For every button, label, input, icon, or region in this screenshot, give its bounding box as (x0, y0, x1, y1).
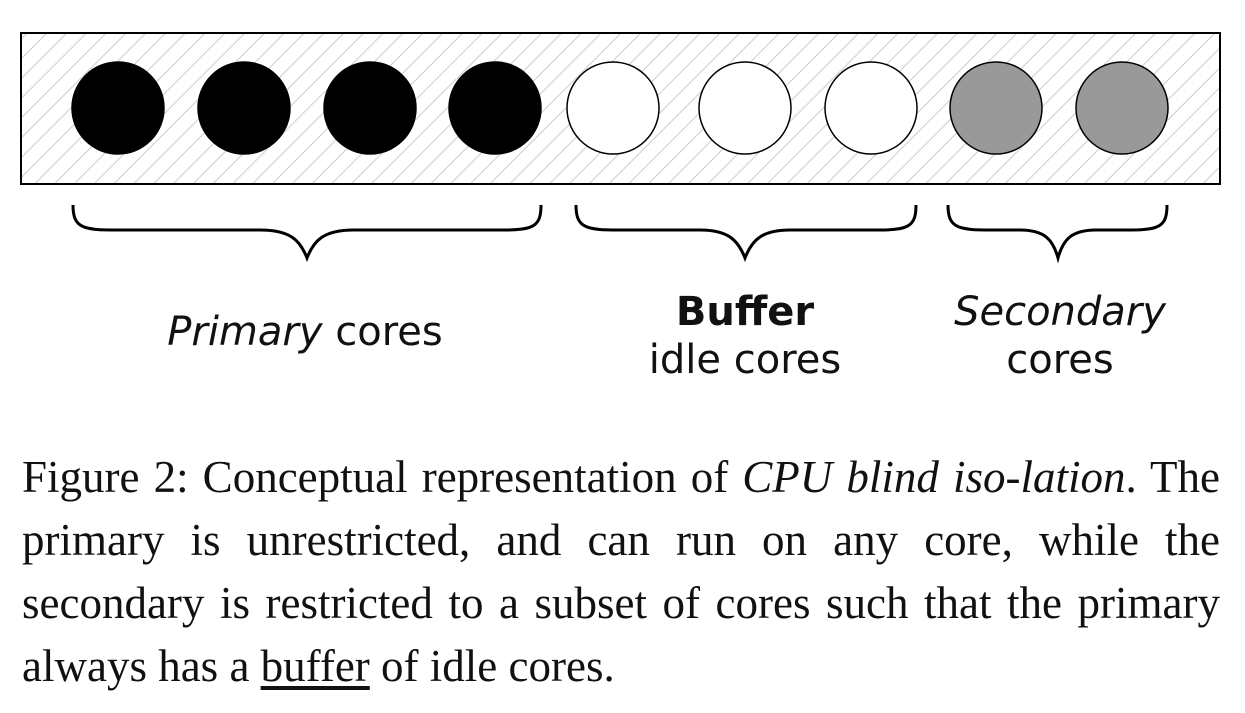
cpu-isolation-diagram (20, 32, 1221, 264)
primary-brace (71, 204, 543, 263)
primary-rest: cores (322, 309, 443, 355)
primary-core-1 (71, 61, 165, 155)
caption-prefix: Figure 2: Conceptual representation of (22, 452, 743, 502)
buffer-core-7 (824, 61, 918, 155)
buffer-cores-label: Buffer idle cores (560, 288, 930, 384)
core-row (71, 61, 1169, 155)
primary-core-2 (197, 61, 291, 155)
caption-term: CPU blind iso-lation (742, 452, 1126, 502)
caption-middle: . The primary is unrestricted, and can r… (22, 452, 1220, 691)
buffer-subtitle: idle cores (648, 337, 842, 383)
primary-core-4 (448, 61, 542, 155)
secondary-subtitle: cores (1006, 337, 1114, 383)
buffer-core-6 (698, 61, 792, 155)
buffer-core-5 (566, 61, 660, 155)
secondary-core-8 (949, 61, 1043, 155)
secondary-core-9 (1075, 61, 1169, 155)
secondary-cores-label: Secondary cores (920, 288, 1200, 384)
secondary-brace (946, 204, 1169, 264)
caption-underlined: buffer (260, 641, 370, 691)
primary-cores-label: Primary cores (110, 308, 500, 356)
primary-emphasis: Primary (167, 309, 323, 355)
caption-suffix: of idle cores. (369, 641, 615, 691)
buffer-title: Buffer (675, 289, 815, 335)
primary-core-3 (323, 61, 417, 155)
secondary-title: Secondary (954, 289, 1166, 335)
figure-caption: Figure 2: Conceptual representation of C… (22, 446, 1220, 698)
buffer-brace (574, 204, 918, 263)
